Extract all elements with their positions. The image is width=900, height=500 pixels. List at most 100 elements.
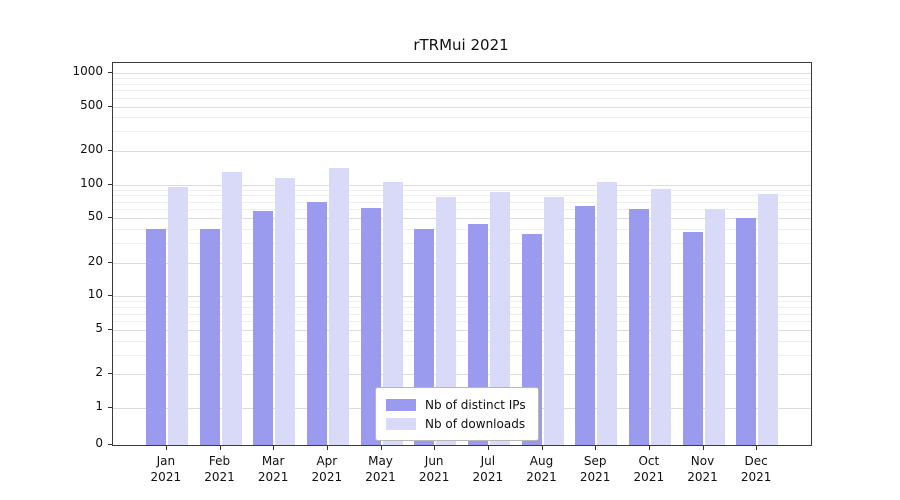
y-tick-mark — [108, 217, 112, 219]
bar-downloads — [222, 172, 242, 445]
bar-distinct-ips — [253, 211, 273, 445]
gridline-minor — [113, 229, 811, 231]
bar-downloads — [168, 187, 188, 445]
x-tick-label: Feb 2021 — [204, 454, 235, 484]
legend: Nb of distinct IPs Nb of downloads — [375, 387, 539, 441]
x-tick-label: Nov 2021 — [687, 454, 718, 484]
legend-label: Nb of distinct IPs — [425, 397, 526, 412]
x-tick-mark — [326, 446, 328, 450]
gridline-minor — [113, 354, 811, 356]
x-tick-mark — [273, 446, 275, 450]
x-tick-mark — [219, 446, 221, 450]
y-tick-label: 50 — [87, 209, 103, 224]
y-tick-mark — [108, 407, 112, 408]
gridline-minor — [113, 117, 811, 119]
gridline-major — [113, 296, 811, 298]
x-tick-mark — [380, 446, 382, 450]
y-tick-mark — [108, 261, 112, 263]
x-tick-mark — [434, 446, 436, 450]
gridline-major — [113, 262, 811, 264]
x-tick-mark — [541, 446, 543, 450]
y-tick-label: 500 — [80, 97, 103, 112]
y-tick-label: 0 — [95, 436, 103, 450]
y-tick-label: 5 — [95, 320, 103, 335]
x-tick-label: Jan 2021 — [150, 454, 182, 484]
gridline-minor — [113, 131, 811, 133]
bar-distinct-ips — [200, 229, 220, 445]
y-tick-mark — [108, 105, 112, 107]
legend-label: Nb of downloads — [425, 416, 526, 431]
gridline-minor — [113, 243, 811, 245]
x-tick-label: May 2021 — [365, 454, 396, 484]
bar-downloads — [705, 209, 725, 445]
x-tick-label: Jun 2021 — [418, 454, 450, 484]
x-tick-mark — [595, 446, 597, 450]
bar-downloads — [651, 189, 671, 445]
gridline-minor — [113, 195, 811, 197]
bar-downloads — [436, 197, 456, 445]
gridline-minor — [113, 307, 811, 309]
gridline-major — [113, 374, 811, 376]
bar-downloads — [544, 197, 564, 445]
gridline-minor — [113, 201, 811, 203]
x-tick-label: Sep 2021 — [579, 454, 611, 484]
y-tick-label: 1 — [95, 399, 103, 413]
bar-downloads — [758, 194, 778, 445]
gridline-minor — [113, 83, 811, 85]
y-tick-mark — [108, 295, 112, 297]
legend-swatch-distinct-ips — [386, 398, 416, 411]
x-tick-mark — [648, 446, 650, 450]
bar-downloads — [383, 182, 403, 445]
x-tick-label: Dec 2021 — [740, 454, 772, 484]
gridline-minor — [113, 90, 811, 92]
y-tick-label: 100 — [80, 175, 103, 190]
y-tick-mark — [108, 72, 112, 73]
x-tick-label: Aug 2021 — [526, 454, 557, 484]
gridline-minor — [113, 340, 811, 342]
bar-distinct-ips — [683, 232, 703, 445]
x-tick-mark — [702, 446, 704, 450]
plot-area: Nb of distinct IPs Nb of downloads — [112, 62, 812, 446]
gridline-minor — [113, 189, 811, 191]
gridline-major — [113, 184, 811, 186]
x-tick-label: Oct 2021 — [633, 454, 665, 484]
x-tick-mark — [487, 446, 489, 450]
legend-row: Nb of distinct IPs — [386, 395, 526, 414]
bar-downloads — [490, 192, 510, 445]
y-tick-label: 2 — [95, 365, 103, 380]
y-tick-label: 20 — [87, 253, 103, 268]
gridline-minor — [113, 321, 811, 323]
legend-swatch-downloads — [386, 417, 416, 430]
gridline-major — [113, 218, 811, 220]
x-tick-label: Jul 2021 — [472, 454, 504, 484]
chart-title: rTRMui 2021 — [413, 36, 509, 54]
x-tick-mark — [165, 446, 167, 450]
y-tick-mark — [108, 183, 112, 185]
x-tick-mark — [756, 446, 758, 450]
x-tick-label: Apr 2021 — [311, 454, 343, 484]
y-tick-label: 10 — [87, 287, 103, 302]
bar-downloads — [275, 178, 295, 445]
legend-row: Nb of downloads — [386, 414, 526, 433]
bar-downloads — [329, 168, 349, 445]
gridline-minor — [113, 97, 811, 99]
bar-distinct-ips — [307, 202, 327, 445]
gridline-minor — [113, 209, 811, 211]
y-tick-label: 200 — [80, 142, 103, 157]
y-tick-label: 1000 — [72, 64, 103, 78]
y-tick-mark — [108, 150, 112, 152]
gridline-minor — [113, 78, 811, 80]
bar-distinct-ips — [629, 209, 649, 445]
gridline-major — [113, 151, 811, 153]
bar-distinct-ips — [575, 206, 595, 445]
gridline-minor — [113, 301, 811, 303]
bar-distinct-ips — [736, 218, 756, 445]
gridline-minor — [113, 313, 811, 315]
y-tick-mark — [108, 328, 112, 330]
x-tick-label: Mar 2021 — [257, 454, 289, 484]
y-tick-mark — [108, 444, 112, 445]
y-tick-mark — [108, 373, 112, 375]
bar-distinct-ips — [146, 229, 166, 445]
gridline-major — [113, 329, 811, 331]
